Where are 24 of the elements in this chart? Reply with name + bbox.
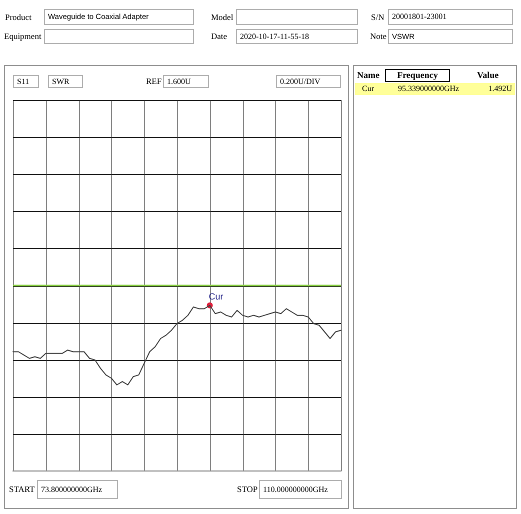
text-field: 0.200U/DIV: [276, 75, 341, 88]
header-cell: Frequency: [385, 69, 450, 82]
text-field: 20001801-23001: [388, 9, 513, 25]
text: REF: [146, 75, 162, 88]
text-field: 2020-10-17-11-55-18: [236, 29, 358, 44]
text-field: 1.600U: [163, 75, 209, 88]
series-label: Cur: [208, 291, 224, 302]
text: 1.492U: [488, 83, 512, 95]
text: Date: [211, 30, 228, 43]
text-field: 73.800000000GHz: [37, 480, 118, 499]
text-field: S11: [13, 75, 39, 88]
text: Note: [370, 30, 387, 43]
text-field: SWR: [48, 75, 83, 88]
text-field: 110.000000000GHz: [259, 480, 342, 499]
text: S/N: [371, 11, 384, 24]
text: Value: [477, 69, 499, 82]
text: Name: [357, 69, 380, 82]
text: START: [9, 483, 35, 496]
text: Product: [5, 11, 32, 24]
text: STOP: [237, 483, 258, 496]
text: 95.339000000GHz: [398, 83, 460, 95]
text: Model: [211, 11, 234, 24]
text: Cur: [362, 83, 374, 95]
text: Equipment: [4, 30, 42, 43]
